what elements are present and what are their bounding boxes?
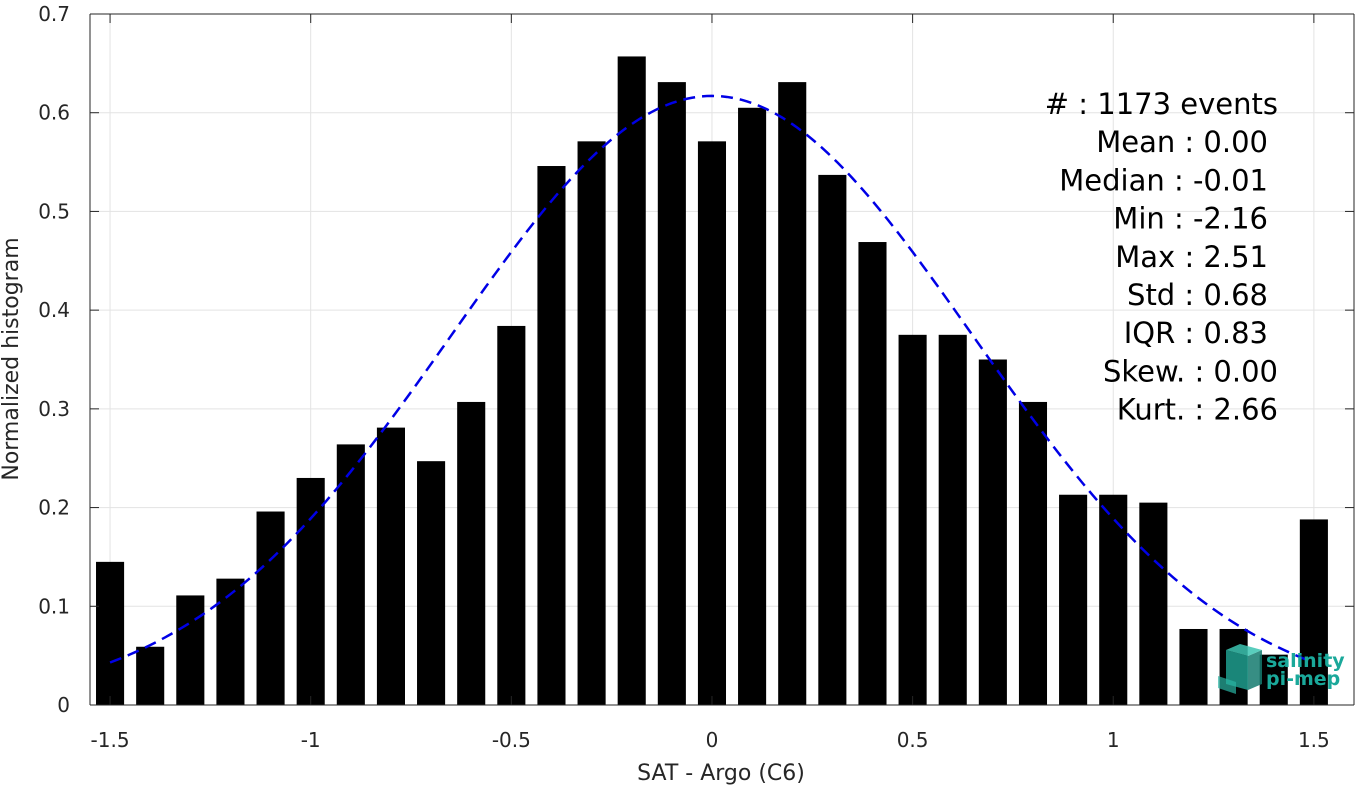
- histogram-bar: [657, 82, 686, 705]
- stat-line: IQR : 0.83: [1124, 316, 1268, 350]
- histogram-bar: [376, 427, 405, 705]
- x-tick-label: 1: [1107, 728, 1120, 752]
- histogram-bar: [818, 174, 847, 705]
- stat-line: Std : 0.68: [1127, 278, 1268, 312]
- histogram-bar: [457, 401, 486, 705]
- stat-line: Min : -2.16: [1113, 202, 1268, 236]
- y-tick-label: 0.7: [38, 2, 70, 26]
- histogram-bar: [1299, 519, 1328, 705]
- statistics-annotation: # : 1173 events Mean : 0.00 Median : -0.01…: [1045, 87, 1278, 427]
- histogram-bar: [778, 82, 807, 705]
- stat-line: Max : 2.51: [1115, 240, 1268, 274]
- x-tick-label: 0.5: [897, 728, 929, 752]
- histogram-bar: [336, 444, 365, 705]
- histogram-bar: [1018, 401, 1048, 705]
- y-tick-label: 0.5: [38, 199, 70, 223]
- histogram-bar: [1139, 502, 1168, 705]
- stat-line: Median : -0.01: [1059, 163, 1268, 197]
- histogram-bar: [136, 646, 165, 705]
- histogram-bar: [898, 334, 927, 705]
- histogram-bar: [858, 242, 887, 705]
- y-tick-label: 0.2: [38, 496, 70, 520]
- x-tick-label: -1: [301, 728, 321, 752]
- stat-line: Kurt. : 2.66: [1117, 393, 1278, 427]
- tick-labels-layer: -1.5 -1 -0.5 0 0.5 1 1.5 0 0.1 0.2 0.3 0.4 0.5 0.6 0.7: [38, 2, 1330, 752]
- histogram-bar: [417, 461, 446, 705]
- histogram-bar: [497, 325, 526, 705]
- histogram-bar: [738, 107, 767, 706]
- x-axis-label: SAT - Argo (C6): [637, 761, 805, 786]
- histogram-bar: [296, 477, 325, 705]
- histogram-bar: [96, 561, 125, 705]
- x-tick-label: 0: [706, 728, 719, 752]
- histogram-bar: [938, 334, 967, 705]
- y-tick-label: 0.4: [38, 298, 70, 322]
- histogram-bar: [577, 141, 606, 705]
- histogram-bar: [1059, 494, 1088, 705]
- histogram-bar: [978, 359, 1007, 705]
- y-tick-label: 0.6: [38, 101, 70, 125]
- salinity-pi-mep-logo: salinity pi-mep: [1218, 644, 1345, 694]
- x-tick-label: 1.5: [1298, 728, 1330, 752]
- x-tick-label: -1.5: [91, 728, 130, 752]
- histogram-bar: [176, 595, 205, 705]
- y-tick-label: 0: [57, 693, 70, 717]
- histogram-bar: [697, 141, 727, 705]
- stat-line: # : 1173 events: [1045, 87, 1278, 121]
- histogram-bar: [617, 56, 646, 705]
- histogram-bar: [256, 511, 285, 705]
- histogram-bar: [1259, 654, 1288, 705]
- y-tick-label: 0.3: [38, 397, 70, 421]
- logo-line-2: pi-mep: [1266, 668, 1340, 690]
- logo-line-1: salinity: [1266, 650, 1345, 672]
- stat-line: Skew. : 0.00: [1103, 354, 1278, 388]
- y-tick-label: 0.1: [38, 594, 70, 618]
- bars-layer: [96, 56, 1328, 706]
- x-tick-label: -0.5: [492, 728, 531, 752]
- logo-cube-icon: [1218, 644, 1262, 694]
- histogram-bar: [216, 578, 245, 705]
- axes-layer: [89, 13, 1355, 706]
- stat-line: Mean : 0.00: [1096, 125, 1268, 159]
- histogram-bar: [1099, 494, 1128, 705]
- gaussian-fit-curve: [109, 94, 1315, 664]
- histogram-bar: [1179, 628, 1208, 705]
- fit-curve-layer: [109, 94, 1315, 664]
- histogram-bar: [537, 166, 566, 705]
- y-axis-label: Normalized histogram: [0, 237, 24, 480]
